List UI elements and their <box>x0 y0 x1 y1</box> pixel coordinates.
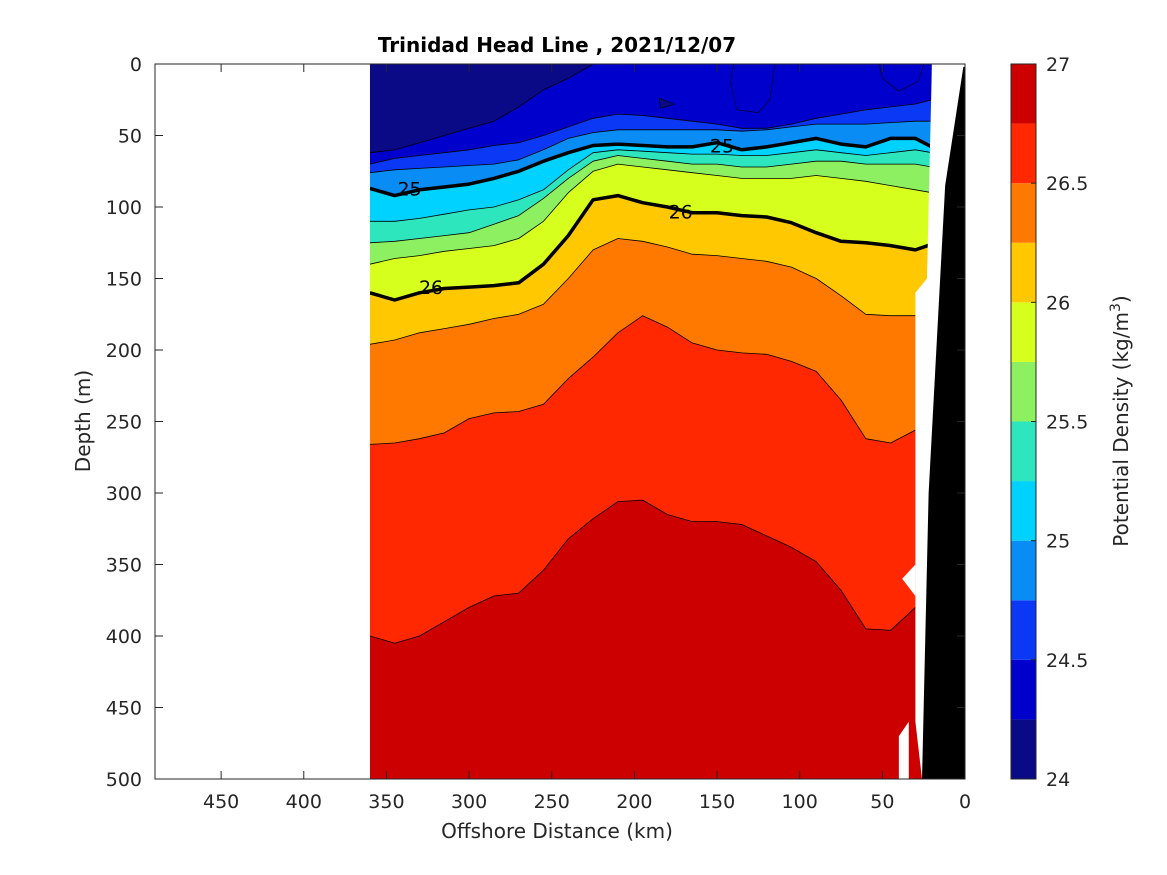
contour-label-3: 26 <box>419 277 443 299</box>
colorbar-segment-0 <box>1011 719 1036 779</box>
y-tick-label-4: 200 <box>106 340 142 362</box>
low-density-patch <box>878 64 924 92</box>
isopycnal-25.5 <box>369 155 932 244</box>
density-band-2 <box>369 99 932 173</box>
colorbar-label: Potential Density (kg/m3) <box>1108 295 1133 546</box>
x-tick-label-3: 300 <box>451 791 487 813</box>
colorbar-segment-7 <box>1011 302 1036 362</box>
x-tick-label-6: 150 <box>699 791 735 813</box>
colorbar-tick-label-6: 27 <box>1046 54 1070 76</box>
colorbar-tick-label-0: 24 <box>1046 769 1070 791</box>
y-tick-label-9: 450 <box>106 698 142 720</box>
x-tick-label-0: 450 <box>203 791 239 813</box>
shelf-blank-notch <box>902 564 916 596</box>
colorbar-tick-label-4: 26 <box>1046 292 1070 314</box>
colorbar-segment-4 <box>1011 481 1036 541</box>
density-band-5 <box>369 149 932 243</box>
y-axis-label: Depth (m) <box>71 370 95 472</box>
contour-label-layer: 25 25 26 26 <box>397 136 734 300</box>
contour-label-2: 26 <box>669 201 693 223</box>
colorbar-segment-5 <box>1011 421 1036 482</box>
colorbar-segment-2 <box>1011 600 1036 660</box>
isopycnal-26 <box>369 193 933 302</box>
colorbar-label-main: Potential Density (kg/m <box>1109 312 1133 547</box>
contour-line-layer <box>369 64 933 654</box>
colorbar-segment-9 <box>1011 183 1036 243</box>
x-tick-label-1: 400 <box>286 791 322 813</box>
coast-mask-layer <box>155 64 965 779</box>
colorbar: 24 24.5 25 25.5 26 26.5 27 <box>1010 54 1088 791</box>
density-band-7 <box>369 164 932 300</box>
density-band-8 <box>369 195 932 345</box>
y-tick-label-5: 250 <box>106 412 142 434</box>
density-band-3 <box>369 121 932 196</box>
isopycnal-24.5 <box>369 99 932 165</box>
x-axis: 450 400 350 300 250 200 150 100 50 0 <box>203 64 971 813</box>
density-band-9 <box>369 238 932 445</box>
x-tick-label-8: 50 <box>870 791 894 813</box>
colorbar-tick-label-3: 25.5 <box>1046 412 1088 434</box>
y-tick-label-3: 150 <box>106 269 142 291</box>
colorbar-segment-10 <box>1011 123 1036 184</box>
colorbar-tick-label-1: 24.5 <box>1046 650 1088 672</box>
y-tick-label-2: 100 <box>106 197 142 219</box>
colorbar-segment-3 <box>1011 540 1036 601</box>
x-axis-label: Offshore Distance (km) <box>441 819 673 843</box>
x-tick-label-5: 200 <box>616 791 652 813</box>
colorbar-segment-6 <box>1011 361 1036 422</box>
colorbar-tick-label-5: 26.5 <box>1046 173 1088 195</box>
y-axis: 0 50 100 150 200 250 300 350 400 450 500 <box>106 54 965 791</box>
colorbar-label-superscript: 3 <box>1108 303 1124 312</box>
density-band-6 <box>369 155 932 265</box>
isopycnal-25.75 <box>369 163 932 265</box>
low-density-patch <box>658 97 675 109</box>
density-band-11 <box>369 500 932 779</box>
isopycnal-24.75 <box>369 120 932 174</box>
colorbar-segment-8 <box>1011 242 1036 303</box>
y-tick-label-0: 0 <box>130 54 142 76</box>
density-band-4 <box>369 138 932 222</box>
chart-title: Trinidad Head Line , 2021/12/07 <box>378 33 736 57</box>
y-tick-label-10: 500 <box>106 769 142 791</box>
plot-area: 25 25 26 26 <box>155 64 965 779</box>
colorbar-tick-label-2: 25 <box>1046 531 1070 553</box>
shelf-blank-notch <box>898 721 909 779</box>
y-tick-label-1: 50 <box>118 126 142 148</box>
isopycnal-26.75 <box>369 499 933 654</box>
isopycnal-25 <box>369 136 933 198</box>
y-tick-label-8: 400 <box>106 626 142 648</box>
density-band-0 <box>369 64 932 153</box>
x-tick-label-9: 0 <box>959 791 971 813</box>
density-band-1 <box>369 64 932 165</box>
colorbar-label-suffix: ) <box>1109 295 1133 303</box>
isopycnal-26.25 <box>369 238 932 345</box>
seafloor-mask <box>922 66 965 779</box>
isopycnal-25.25 <box>369 149 932 222</box>
no-data-region <box>155 64 370 779</box>
x-tick-label-4: 250 <box>534 791 570 813</box>
contour-label-1: 25 <box>397 178 421 200</box>
colorbar-segment-1 <box>1011 659 1036 720</box>
y-tick-label-6: 300 <box>106 483 142 505</box>
density-band-10 <box>369 315 932 654</box>
colorbar-segment-11 <box>1011 64 1036 124</box>
x-tick-label-7: 100 <box>782 791 818 813</box>
isopycnal-24.25 <box>369 64 932 154</box>
isopycnal-26.5 <box>369 315 932 445</box>
low-density-patch <box>729 64 776 113</box>
x-tick-label-2: 350 <box>368 791 404 813</box>
contour-fill-layer <box>369 64 932 779</box>
y-tick-label-7: 350 <box>106 555 142 577</box>
contour-label-0: 25 <box>710 136 734 158</box>
